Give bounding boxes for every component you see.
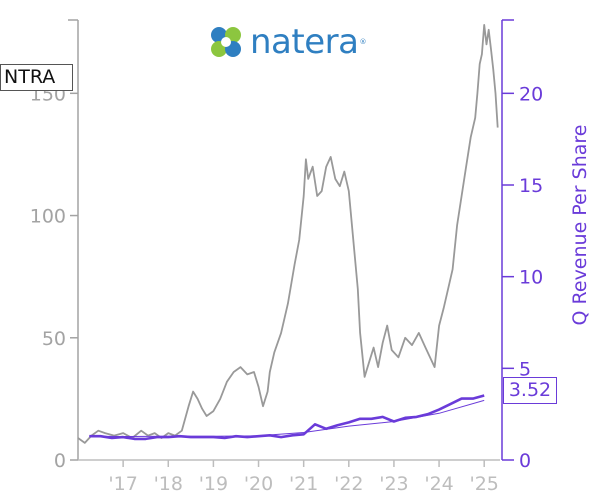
x-tick-label: '23 bbox=[379, 473, 408, 495]
right-tick-label: 20 bbox=[519, 83, 543, 105]
right-axis-title: Q Revenue Per Share bbox=[569, 125, 591, 326]
right-tick-label: 15 bbox=[519, 175, 543, 197]
left-tick-label: 100 bbox=[30, 206, 66, 228]
x-tick-label: '21 bbox=[289, 473, 318, 495]
right-tick-label: 5 bbox=[519, 358, 531, 380]
logo-registered-mark: ® bbox=[359, 38, 367, 46]
x-tick-label: '24 bbox=[424, 473, 453, 495]
natera-logo-icon bbox=[211, 27, 241, 57]
x-tick-label: '18 bbox=[154, 473, 183, 495]
x-tick-label: '19 bbox=[199, 473, 228, 495]
left-tick-label: 50 bbox=[42, 328, 66, 350]
ticker-label: NTRA bbox=[0, 64, 73, 91]
natera-logo: natera ® bbox=[208, 22, 366, 62]
x-tick-label: '17 bbox=[108, 473, 137, 495]
price-series-line bbox=[77, 24, 499, 444]
last-value-label: 3.52 bbox=[503, 377, 557, 404]
right-tick-label: 0 bbox=[519, 450, 531, 472]
x-tick-label: '25 bbox=[470, 473, 499, 495]
left-tick-label: 0 bbox=[54, 450, 66, 472]
right-tick-label: 10 bbox=[519, 267, 543, 289]
revenue-series-line bbox=[89, 394, 485, 441]
x-tick-label: '22 bbox=[334, 473, 363, 495]
x-tick-label: '20 bbox=[244, 473, 273, 495]
logo-text: natera bbox=[250, 22, 359, 62]
revenue-trend-line bbox=[89, 399, 485, 437]
